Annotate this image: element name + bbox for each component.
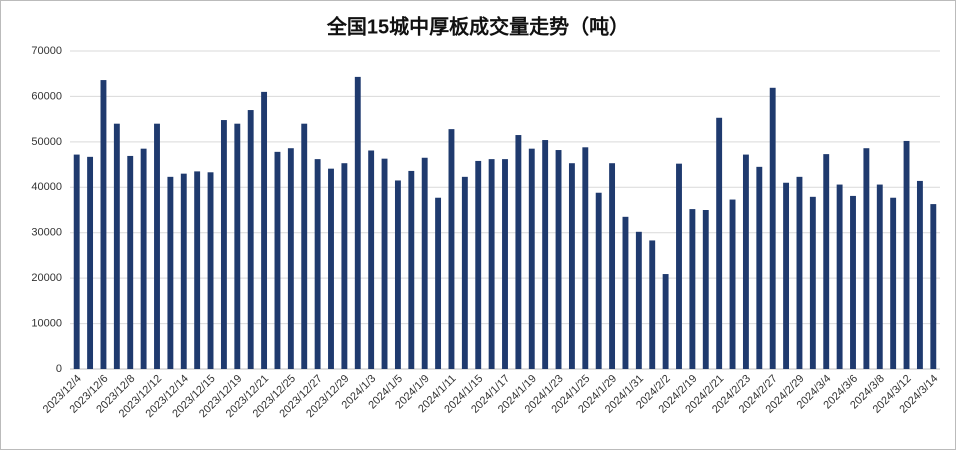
bar (368, 150, 375, 369)
bar (207, 172, 214, 369)
bar (689, 209, 696, 369)
bar (823, 154, 830, 369)
y-tick-label: 50000 (31, 136, 62, 148)
bar (622, 216, 629, 369)
bar (234, 123, 241, 369)
bar (916, 180, 923, 369)
bar (716, 117, 723, 369)
y-tick-label: 20000 (31, 272, 62, 284)
bar (582, 147, 589, 369)
bar (314, 159, 321, 369)
bar (542, 140, 549, 369)
bar (341, 163, 348, 369)
bar (381, 158, 388, 369)
bar (729, 199, 736, 369)
bar (408, 170, 415, 369)
bar (609, 163, 616, 369)
bar (796, 176, 803, 369)
bar (87, 156, 94, 369)
bar (756, 166, 763, 369)
y-tick-label: 60000 (31, 90, 62, 102)
bar (783, 182, 790, 369)
y-tick-label: 0 (56, 363, 62, 375)
bar (394, 180, 401, 369)
y-tick-label: 70000 (31, 45, 62, 57)
bar (850, 195, 856, 369)
bar (528, 148, 535, 369)
bar (890, 197, 897, 369)
bar (421, 157, 428, 369)
bar (274, 151, 281, 369)
bar (461, 176, 468, 369)
bar (863, 148, 870, 369)
bar (555, 150, 562, 369)
bar (903, 140, 910, 369)
bar (140, 148, 147, 369)
bar (635, 231, 642, 369)
bar (247, 110, 254, 370)
bar (876, 184, 883, 369)
bar (742, 154, 749, 369)
bar (180, 173, 187, 369)
bar (194, 171, 201, 369)
bar (261, 91, 268, 369)
bar (113, 123, 120, 369)
bar (930, 204, 937, 369)
bar (488, 159, 495, 369)
bar (836, 184, 843, 369)
bar (435, 197, 442, 369)
y-tick-label: 40000 (31, 181, 62, 193)
bar (769, 87, 776, 369)
bar (328, 168, 334, 369)
bar (515, 135, 522, 369)
bar (127, 155, 134, 369)
bar (676, 163, 682, 369)
bar (702, 210, 709, 369)
bar (354, 76, 361, 369)
y-tick-label: 30000 (31, 227, 62, 239)
bar (502, 159, 508, 369)
bar (809, 196, 816, 369)
bar (595, 192, 602, 369)
bar (154, 123, 160, 369)
bar (662, 274, 669, 369)
bar (448, 129, 455, 369)
y-tick-label: 10000 (31, 317, 62, 329)
bar (73, 154, 80, 369)
bar (167, 176, 174, 369)
bar (649, 240, 656, 369)
chart-title: 全国15城中厚板成交量走势（吨） (326, 14, 629, 38)
bar (568, 163, 575, 369)
bar (100, 80, 107, 370)
bar (287, 148, 294, 369)
bar (220, 120, 227, 370)
bar (475, 160, 482, 369)
bar (301, 123, 308, 369)
